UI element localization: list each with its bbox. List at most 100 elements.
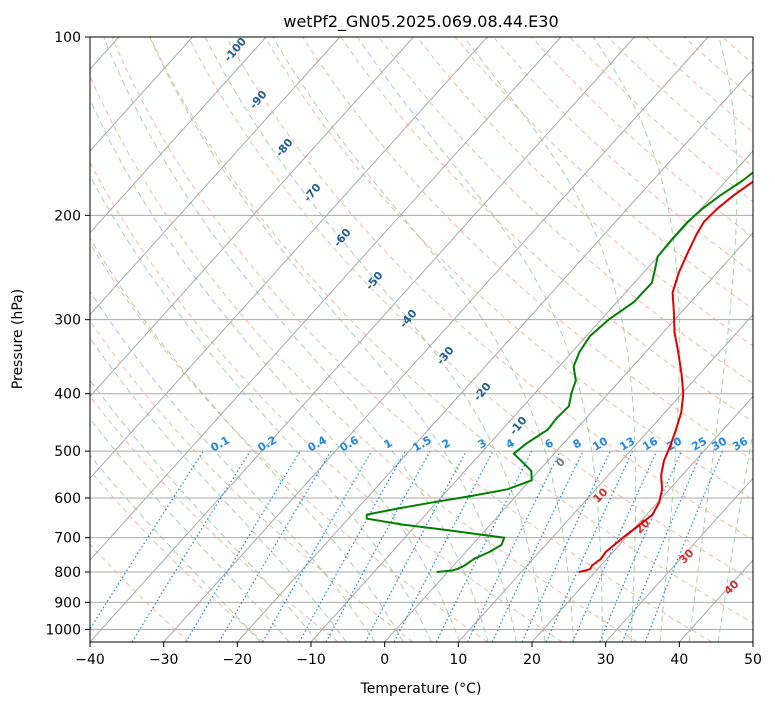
mixing-ratio-line bbox=[572, 450, 658, 642]
mixing-ratio-line bbox=[325, 450, 431, 642]
x-axis-ticks: −40 −30 −20 −10 0 10 20 30 40 50 bbox=[75, 642, 762, 668]
mixing-ratio-label: 4 bbox=[504, 436, 517, 451]
dewpoint-line bbox=[365, 171, 753, 573]
dry-adiabat bbox=[416, 37, 753, 347]
isotherm-line bbox=[90, 37, 193, 152]
mixing-ratio-line bbox=[491, 450, 584, 642]
moist-adiabat bbox=[357, 37, 603, 642]
y-axis-ticks: 100 200 300 400 500 600 700 800 900 1000 bbox=[45, 30, 90, 638]
mixing-ratio-label: 1 bbox=[382, 436, 395, 451]
x-tick-label: −10 bbox=[296, 652, 326, 668]
moist-adiabat bbox=[90, 98, 461, 642]
profile-series bbox=[365, 171, 753, 573]
y-tick-label: 1000 bbox=[45, 622, 81, 638]
x-tick-label: −20 bbox=[223, 652, 253, 668]
isotherm-line bbox=[457, 313, 753, 642]
dry-adiabat bbox=[264, 37, 753, 501]
y-tick-label: 100 bbox=[54, 30, 81, 46]
dry-adiabat bbox=[90, 469, 264, 642]
y-axis-label: Pressure (hPa) bbox=[10, 289, 26, 389]
dry-adiabat bbox=[225, 37, 753, 541]
mixing-ratio-label: 8 bbox=[571, 436, 584, 451]
mixing-ratio-line bbox=[90, 450, 204, 631]
moist-adiabat-label: 40 bbox=[722, 577, 742, 597]
isotherm-line bbox=[384, 231, 753, 642]
moist-adiabat bbox=[90, 454, 261, 642]
y-tick-label: 800 bbox=[54, 565, 81, 581]
isotherm-line bbox=[90, 37, 414, 398]
moist-adiabat bbox=[592, 37, 681, 642]
isotherm-line bbox=[90, 37, 488, 480]
isotherm-line bbox=[605, 477, 753, 642]
x-tick-label: 10 bbox=[449, 652, 467, 668]
x-tick-label: 50 bbox=[744, 652, 762, 668]
dry-adiabat bbox=[90, 75, 638, 642]
dry-adiabat bbox=[90, 242, 488, 642]
y-tick-label: 500 bbox=[54, 444, 81, 460]
dry-adiabat-label: -90 bbox=[247, 88, 270, 112]
temperature-line bbox=[578, 180, 753, 573]
isotherm-line bbox=[90, 37, 562, 561]
mixing-ratio-line bbox=[466, 450, 561, 642]
mixing-ratio-line bbox=[621, 450, 703, 642]
dry-adiabat-label: -50 bbox=[363, 269, 386, 293]
dry-adiabat bbox=[302, 37, 753, 461]
isotherm-line bbox=[752, 641, 753, 642]
isotherm-line bbox=[163, 37, 709, 642]
dry-adiabat bbox=[111, 37, 712, 642]
mixing-ratio-label: 13 bbox=[617, 435, 637, 454]
dry-adiabat-label: -80 bbox=[273, 136, 296, 160]
y-tick-label: 700 bbox=[54, 531, 81, 547]
x-axis-label: Temperature (°C) bbox=[360, 681, 482, 697]
mixing-ratio-label: 36 bbox=[730, 434, 750, 453]
moist-adiabat bbox=[149, 37, 517, 642]
isotherm-line bbox=[531, 395, 753, 642]
adiabat-labels: 0.1 0.2 0.4 0.6 1 1.5 2 3 4 6 8 10 13 16 20 25 30 36-100-… bbox=[209, 35, 751, 598]
moist-adiabat bbox=[90, 418, 290, 642]
dry-adiabat-label: -10 bbox=[507, 414, 530, 438]
moist-adiabat bbox=[463, 37, 637, 642]
dry-adiabat bbox=[378, 37, 753, 385]
mixing-ratio-label: 25 bbox=[689, 435, 709, 454]
moist-adiabat bbox=[90, 237, 404, 642]
mixing-ratio-line bbox=[185, 450, 301, 642]
dry-adiabat bbox=[90, 161, 563, 642]
mixing-ratio-label: 2 bbox=[440, 436, 453, 451]
dry-adiabat bbox=[531, 37, 753, 238]
mixing-ratio-line bbox=[644, 450, 724, 642]
isotherm-line bbox=[90, 37, 267, 234]
moist-adiabat bbox=[688, 37, 738, 642]
mixing-ratio-line bbox=[131, 450, 251, 642]
y-tick-label: 600 bbox=[54, 491, 81, 507]
moist-adiabat bbox=[103, 37, 489, 642]
x-tick-label: 20 bbox=[523, 652, 541, 668]
isotherm-line bbox=[236, 68, 753, 642]
mixing-ratio-line bbox=[599, 450, 682, 642]
moist-adiabat bbox=[204, 37, 546, 642]
dry-adiabat bbox=[90, 543, 190, 642]
isotherm-line bbox=[90, 37, 341, 316]
mixing-ratio-label: 10 bbox=[590, 434, 610, 453]
y-tick-label: 900 bbox=[54, 595, 81, 611]
dry-adiabat-label: -60 bbox=[331, 226, 354, 250]
mixing-ratio-line bbox=[435, 450, 533, 642]
y-tick-label: 200 bbox=[54, 208, 81, 224]
mixing-ratio-line bbox=[545, 450, 634, 642]
y-tick-label: 400 bbox=[54, 387, 81, 403]
chart-title: wetPf2_GN05.2025.069.08.44.E30 bbox=[283, 12, 558, 32]
moist-adiabat-label: 30 bbox=[677, 546, 697, 566]
mixing-ratio-line bbox=[364, 450, 467, 642]
dry-adiabat bbox=[149, 37, 753, 624]
dry-adiabat bbox=[761, 37, 775, 642]
isotherm-line bbox=[90, 37, 635, 642]
mixing-ratio-line bbox=[298, 450, 406, 642]
dry-adiabat bbox=[90, 320, 414, 642]
moist-adiabat bbox=[90, 337, 347, 642]
y-tick-label: 300 bbox=[54, 313, 81, 329]
x-tick-label: 40 bbox=[670, 652, 688, 668]
plot-frame bbox=[89, 36, 754, 643]
moist-adiabat bbox=[90, 290, 376, 642]
moist-adiabat bbox=[717, 430, 753, 642]
moist-adiabat bbox=[90, 174, 432, 642]
